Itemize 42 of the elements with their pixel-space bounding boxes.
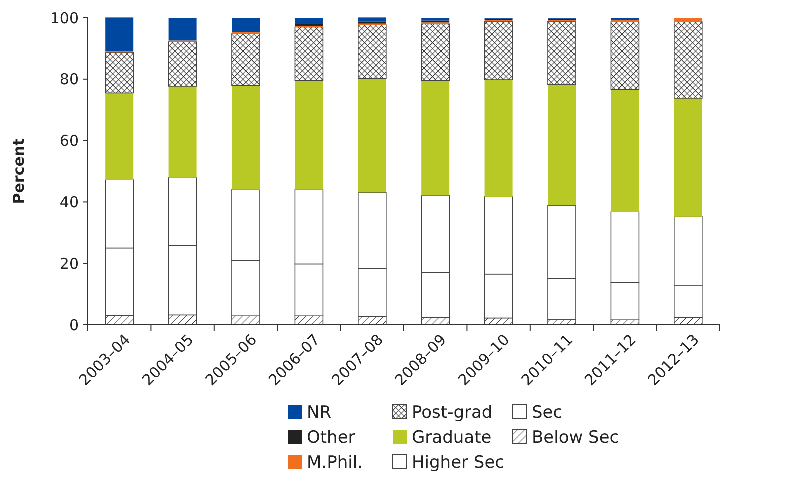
- y-tick-label: 80: [60, 70, 79, 89]
- bar: [105, 52, 134, 94]
- bar: [610, 22, 640, 90]
- legend-label: Higher Sec: [412, 452, 505, 473]
- bar: [484, 80, 513, 197]
- y-tick-label: 60: [60, 132, 79, 150]
- bar: [358, 18, 386, 22]
- y-tick-label: 100: [50, 9, 79, 28]
- bar: [295, 18, 324, 24]
- bar: [358, 78, 386, 193]
- bar: [294, 26, 324, 82]
- bar: [611, 90, 640, 212]
- legend-label: Other: [307, 428, 356, 448]
- y-tick-label: 40: [60, 193, 79, 212]
- y-tick-label: 20: [60, 254, 79, 273]
- bar: [106, 93, 134, 180]
- bar: [295, 80, 324, 190]
- y-tick-label: 0: [69, 316, 79, 334]
- bar: [358, 24, 387, 80]
- legend-label: NR: [307, 402, 332, 423]
- bar: [674, 18, 702, 22]
- bar: [232, 86, 260, 190]
- legend-label: M.Phil.: [307, 452, 363, 473]
- bar: [106, 18, 134, 52]
- y-axis-title: Percent: [10, 138, 28, 204]
- bar: [168, 42, 198, 87]
- bar: [168, 18, 197, 41]
- bar: [168, 86, 197, 178]
- legend-label: Post-grad: [412, 402, 493, 423]
- bar: [674, 98, 702, 217]
- legend-label: Below Sec: [532, 428, 620, 448]
- bar: [422, 18, 450, 21]
- bar: [421, 24, 450, 82]
- legend-label: Graduate: [412, 428, 492, 448]
- bar: [484, 21, 514, 80]
- bar: [232, 34, 260, 86]
- legend-label: Sec: [532, 402, 563, 423]
- bar: [548, 84, 576, 206]
- bar: [422, 80, 450, 196]
- bar: [548, 21, 576, 86]
- bar: [232, 18, 260, 32]
- bar: [674, 22, 703, 99]
